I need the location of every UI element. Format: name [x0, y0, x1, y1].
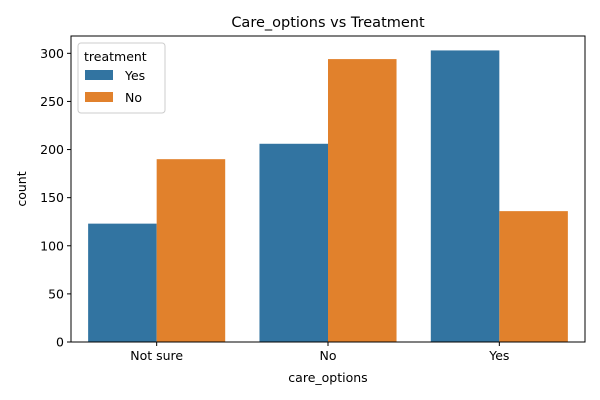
legend-label-no: No	[125, 90, 142, 105]
legend-items: Yes No	[85, 68, 145, 105]
chart-title: Care_options vs Treatment	[231, 15, 425, 31]
y-tick-label: 150	[40, 190, 64, 205]
plot-frame	[70, 35, 586, 343]
bar-no-yes	[499, 211, 568, 342]
y-axis-label: count	[14, 171, 29, 206]
legend-swatch-no	[85, 92, 113, 102]
y-axis-ticks: 0 50 100 150 200 250 300	[40, 46, 71, 350]
bar-yes-no	[259, 143, 328, 342]
bar-no-not-sure	[156, 159, 226, 342]
bar-yes-yes	[430, 50, 500, 343]
legend: treatment Yes No	[77, 42, 166, 114]
x-axis-label: care_options	[288, 370, 367, 385]
y-tick-label: 50	[48, 286, 64, 301]
bar-yes-not-sure	[88, 223, 157, 342]
x-tick-label: Not sure	[130, 348, 183, 363]
y-tick-label: 250	[40, 94, 64, 109]
y-tick-label: 200	[40, 142, 64, 157]
bar-no-no	[328, 59, 397, 343]
x-tick-label: No	[320, 348, 337, 363]
x-axis-ticks: Not sure No Yes	[130, 342, 509, 363]
x-tick-label: Yes	[488, 348, 509, 363]
bars-layer	[88, 50, 568, 343]
y-tick-label: 100	[40, 238, 64, 253]
legend-swatch-yes	[85, 70, 113, 80]
y-tick-label: 0	[56, 335, 64, 350]
legend-label-yes: Yes	[124, 68, 145, 83]
y-tick-label: 300	[40, 46, 64, 61]
legend-title: treatment	[84, 49, 147, 64]
